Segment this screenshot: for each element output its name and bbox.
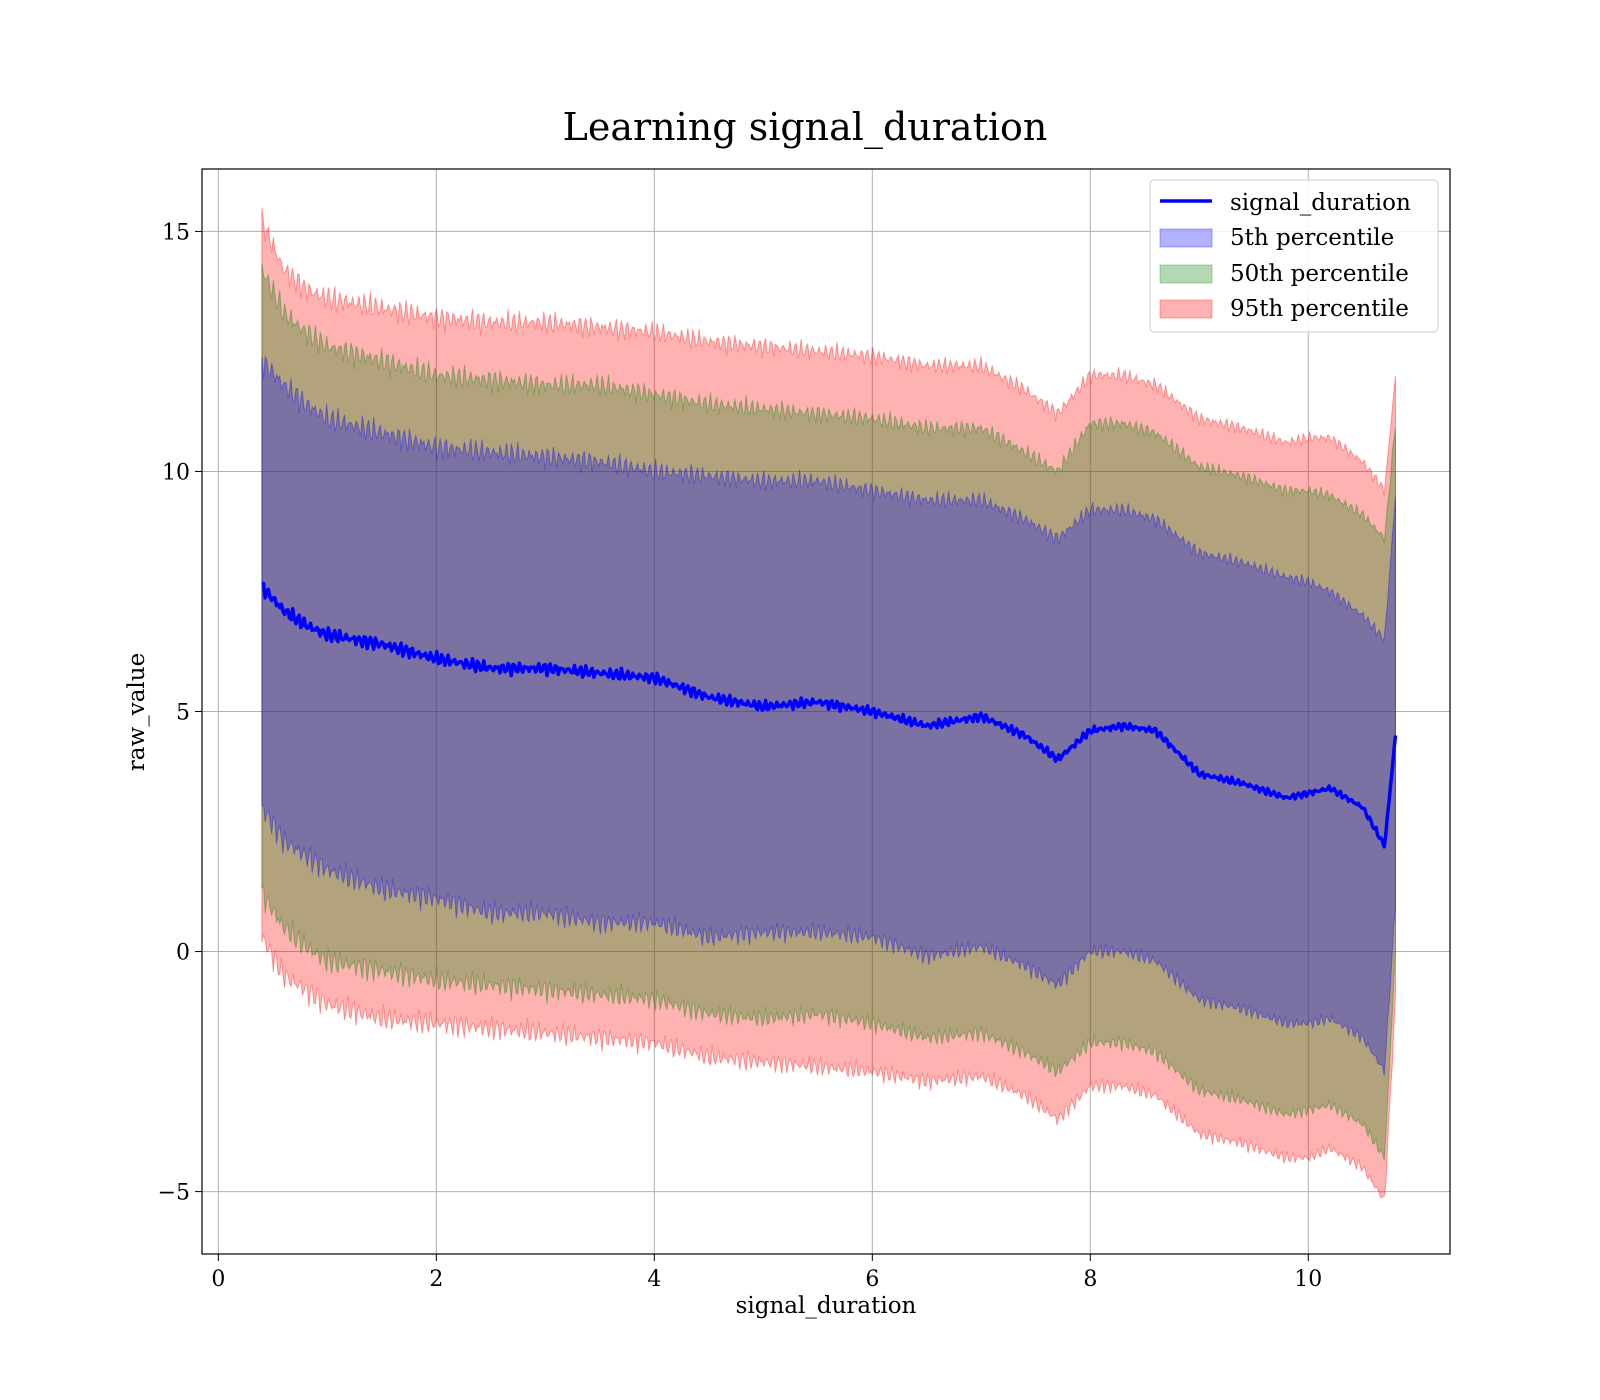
legend-label-5th: 5th percentile [1230,225,1394,251]
y-axis-label: raw_value [124,653,150,771]
x-tick-label-3: 6 [865,1267,879,1292]
band-5th [261,354,1396,1076]
legend-label-signal-duration: signal_duration [1230,190,1411,216]
x-tick-label-2: 4 [647,1267,661,1292]
legend-swatch-50th [1159,264,1213,284]
axis-ticks: 0 2 4 6 8 10 −5 0 5 10 15 [158,220,1323,1292]
y-tick-label-3: 10 [162,460,190,485]
legend-swatch-95th [1159,299,1213,319]
series-lines [261,581,1398,849]
legend-swatch-5th [1159,228,1213,248]
series-line-signal-duration [261,581,1398,849]
grid [202,169,1450,1254]
legend-box [1149,179,1439,333]
x-axis-label: signal_duration [736,1293,917,1319]
legend: signal_duration 5th percentile 50th perc… [1149,179,1439,333]
band-50th [261,263,1396,1161]
chart-title: Learning signal_duration [563,105,1048,150]
y-tick-label-4: 15 [162,220,190,245]
x-tick-label-1: 2 [429,1267,443,1292]
x-tick-label-5: 10 [1294,1267,1322,1292]
y-tick-label-2: 5 [176,701,190,726]
legend-label-95th: 95th percentile [1230,296,1409,322]
y-tick-label-0: −5 [158,1181,190,1206]
y-tick-label-1: 0 [176,941,190,966]
x-tick-label-0: 0 [211,1267,225,1292]
x-tick-label-4: 8 [1083,1267,1097,1292]
legend-label-50th: 50th percentile [1230,261,1409,287]
